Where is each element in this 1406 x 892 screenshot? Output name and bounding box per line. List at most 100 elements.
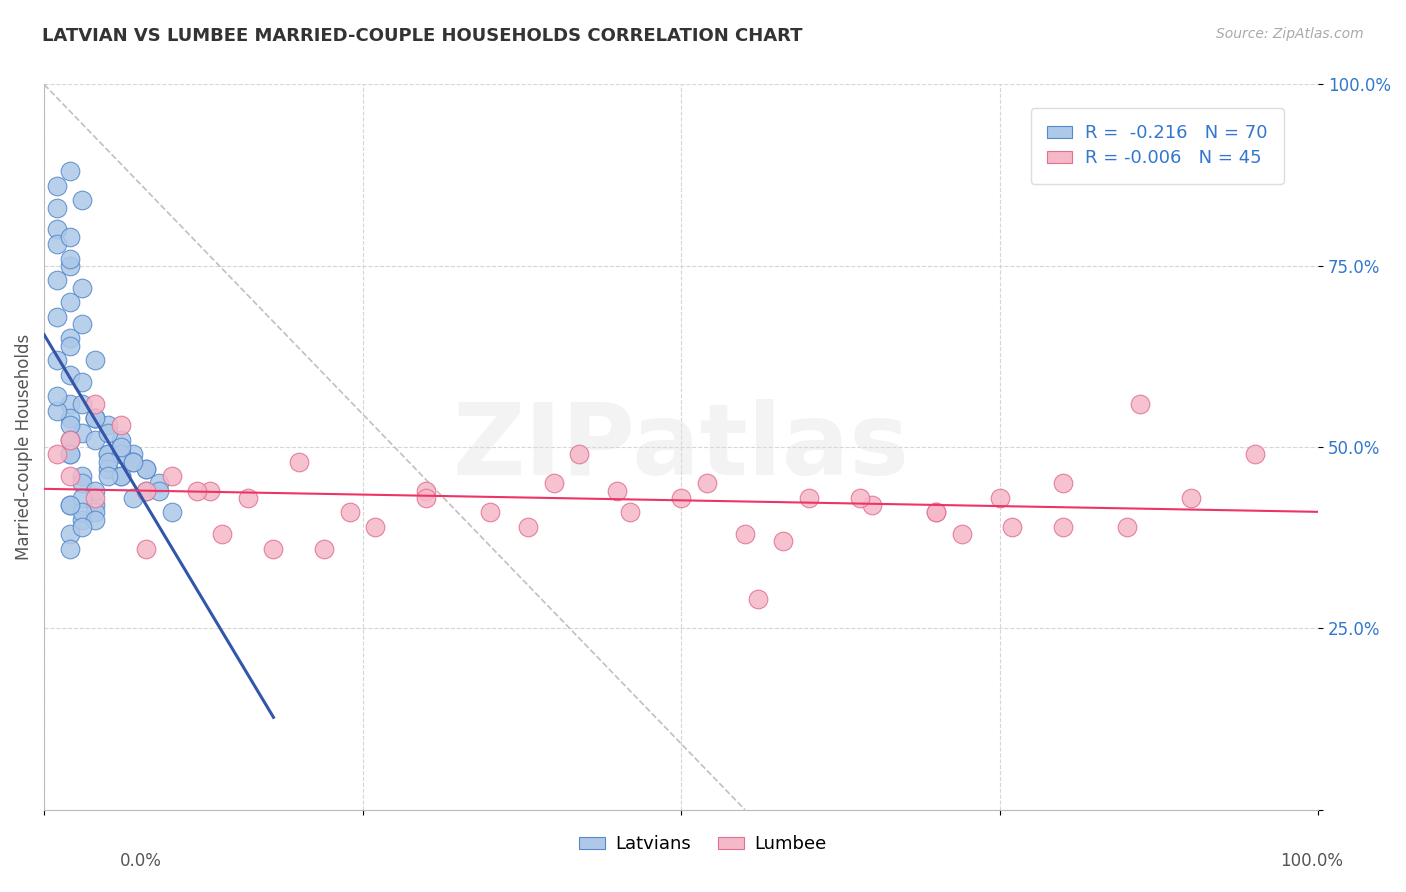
Point — [339, 505, 361, 519]
Point — [236, 491, 259, 505]
Point — [45, 222, 67, 236]
Point — [415, 483, 437, 498]
Point — [97, 462, 120, 476]
Point — [58, 396, 80, 410]
Point — [58, 338, 80, 352]
Point — [211, 527, 233, 541]
Point — [669, 491, 692, 505]
Point — [198, 483, 221, 498]
Point — [72, 520, 94, 534]
Point — [619, 505, 641, 519]
Point — [58, 252, 80, 266]
Point — [517, 520, 540, 534]
Point — [84, 483, 107, 498]
Point — [734, 527, 756, 541]
Point — [84, 411, 107, 425]
Point — [84, 491, 107, 505]
Point — [45, 310, 67, 324]
Point — [1180, 491, 1202, 505]
Point — [72, 476, 94, 491]
Point — [45, 237, 67, 252]
Point — [84, 396, 107, 410]
Point — [58, 259, 80, 273]
Point — [110, 440, 132, 454]
Point — [58, 527, 80, 541]
Text: Source: ZipAtlas.com: Source: ZipAtlas.com — [1216, 27, 1364, 41]
Point — [72, 317, 94, 331]
Point — [950, 527, 973, 541]
Point — [84, 498, 107, 512]
Point — [72, 491, 94, 505]
Text: 0.0%: 0.0% — [120, 852, 162, 870]
Point — [696, 476, 718, 491]
Point — [58, 433, 80, 447]
Point — [72, 375, 94, 389]
Point — [58, 541, 80, 556]
Text: ZIPatlas: ZIPatlas — [453, 399, 910, 496]
Point — [72, 513, 94, 527]
Point — [543, 476, 565, 491]
Point — [110, 433, 132, 447]
Point — [58, 433, 80, 447]
Point — [58, 411, 80, 425]
Point — [110, 469, 132, 483]
Point — [45, 201, 67, 215]
Point — [72, 469, 94, 483]
Point — [45, 353, 67, 368]
Point — [122, 454, 145, 468]
Point — [97, 418, 120, 433]
Point — [606, 483, 628, 498]
Point — [97, 454, 120, 468]
Point — [45, 404, 67, 418]
Point — [797, 491, 820, 505]
Point — [58, 164, 80, 178]
Point — [97, 447, 120, 461]
Point — [97, 447, 120, 461]
Point — [122, 491, 145, 505]
Point — [58, 368, 80, 382]
Point — [988, 491, 1011, 505]
Point — [84, 411, 107, 425]
Point — [1052, 520, 1074, 534]
Point — [1116, 520, 1139, 534]
Legend: R =  -0.216   N = 70, R = -0.006   N = 45: R = -0.216 N = 70, R = -0.006 N = 45 — [1031, 108, 1284, 184]
Point — [288, 454, 311, 468]
Point — [1001, 520, 1024, 534]
Y-axis label: Married-couple Households: Married-couple Households — [15, 334, 32, 560]
Point — [58, 447, 80, 461]
Text: 100.0%: 100.0% — [1279, 852, 1343, 870]
Point — [160, 505, 183, 519]
Point — [84, 411, 107, 425]
Point — [58, 418, 80, 433]
Point — [58, 229, 80, 244]
Point — [747, 592, 769, 607]
Text: LATVIAN VS LUMBEE MARRIED-COUPLE HOUSEHOLDS CORRELATION CHART: LATVIAN VS LUMBEE MARRIED-COUPLE HOUSEHO… — [42, 27, 803, 45]
Point — [58, 331, 80, 345]
Point — [925, 505, 948, 519]
Point — [925, 505, 948, 519]
Legend: Latvians, Lumbee: Latvians, Lumbee — [572, 829, 834, 861]
Point — [72, 425, 94, 440]
Point — [1243, 447, 1265, 461]
Point — [72, 194, 94, 208]
Point — [135, 483, 157, 498]
Point — [110, 469, 132, 483]
Point — [58, 447, 80, 461]
Point — [186, 483, 208, 498]
Point — [58, 469, 80, 483]
Point — [45, 178, 67, 193]
Point — [772, 534, 794, 549]
Point — [72, 280, 94, 294]
Point — [135, 541, 157, 556]
Point — [262, 541, 284, 556]
Point — [314, 541, 336, 556]
Point — [84, 513, 107, 527]
Point — [848, 491, 870, 505]
Point — [135, 462, 157, 476]
Point — [84, 433, 107, 447]
Point — [415, 491, 437, 505]
Point — [479, 505, 502, 519]
Point — [58, 295, 80, 310]
Point — [135, 462, 157, 476]
Point — [860, 498, 883, 512]
